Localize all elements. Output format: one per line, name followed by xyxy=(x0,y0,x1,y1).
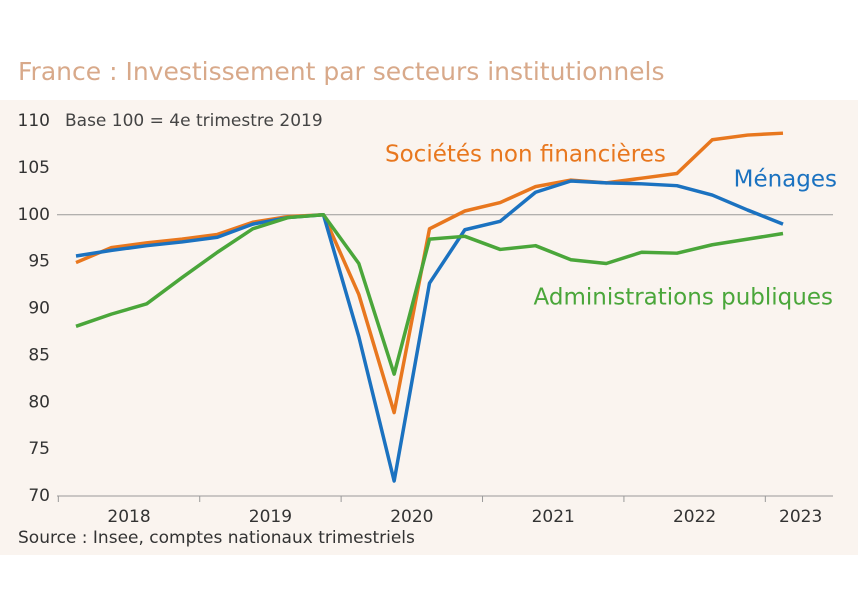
series-line xyxy=(75,213,784,376)
y-tick-label: 95 xyxy=(28,252,50,272)
y-tick-label: 80 xyxy=(28,392,50,412)
series-line xyxy=(75,131,784,415)
x-tick-label: 2021 xyxy=(532,507,575,527)
source: Source : Insee, comptes nationaux trimes… xyxy=(18,528,415,548)
y-tick-label: 75 xyxy=(28,439,50,459)
y-tick-label: 70 xyxy=(28,486,50,506)
series-label: Sociétés non financières xyxy=(385,142,666,168)
y-tick-label: 110 xyxy=(18,111,50,131)
y-tick-label: 100 xyxy=(18,205,50,225)
series-label: Administrations publiques xyxy=(534,285,833,311)
x-tick-label: 2018 xyxy=(107,507,150,527)
subtitle: Base 100 = 4e trimestre 2019 xyxy=(65,111,323,131)
x-tick-label: 2023 xyxy=(779,507,822,527)
x-tick-label: 2022 xyxy=(673,507,716,527)
y-tick-label: 105 xyxy=(18,158,50,178)
series-line xyxy=(75,179,784,483)
y-tick-label: 85 xyxy=(28,345,50,365)
series-label: Ménages xyxy=(734,167,837,193)
y-tick-label: 90 xyxy=(28,299,50,319)
chart-title: France : Investissement par secteurs ins… xyxy=(18,57,665,86)
panel xyxy=(0,100,858,555)
x-tick-label: 2019 xyxy=(249,507,292,527)
x-tick-label: 2020 xyxy=(390,507,433,527)
